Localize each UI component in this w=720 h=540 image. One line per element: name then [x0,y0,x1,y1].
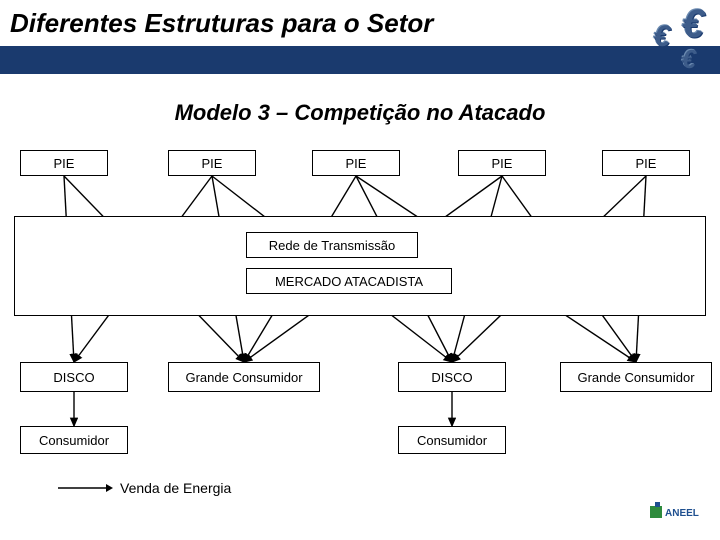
slide-header: Diferentes Estruturas para o Setor € € € [0,0,720,78]
pie-node: PIE [20,150,108,176]
aneel-logo-icon: ANEEL [648,502,704,530]
legend-label: Venda de Energia [120,480,231,496]
header-bar [0,46,720,74]
disco-node: DISCO [20,362,128,392]
disco-node: DISCO [398,362,506,392]
subtitle: Modelo 3 – Competição no Atacado [0,100,720,126]
pie-node: PIE [602,150,690,176]
footer-logo: ANEEL [648,502,704,530]
grande-consumidor-node: Grande Consumidor [168,362,320,392]
pie-node: PIE [312,150,400,176]
legend-arrow-icon [56,480,114,496]
header-decoration: € € € [622,0,712,78]
market-container [14,216,706,316]
page-title: Diferentes Estruturas para o Setor [10,8,433,39]
consumidor-node: Consumidor [20,426,128,454]
legend: Venda de Energia [56,480,231,496]
market-box: MERCADO ATACADISTA [246,268,452,294]
pie-node: PIE [168,150,256,176]
consumidor-node: Consumidor [398,426,506,454]
grande-consumidor-node: Grande Consumidor [560,362,712,392]
transmission-box: Rede de Transmissão [246,232,418,258]
pie-node: PIE [458,150,546,176]
svg-text:ANEEL: ANEEL [665,508,699,519]
